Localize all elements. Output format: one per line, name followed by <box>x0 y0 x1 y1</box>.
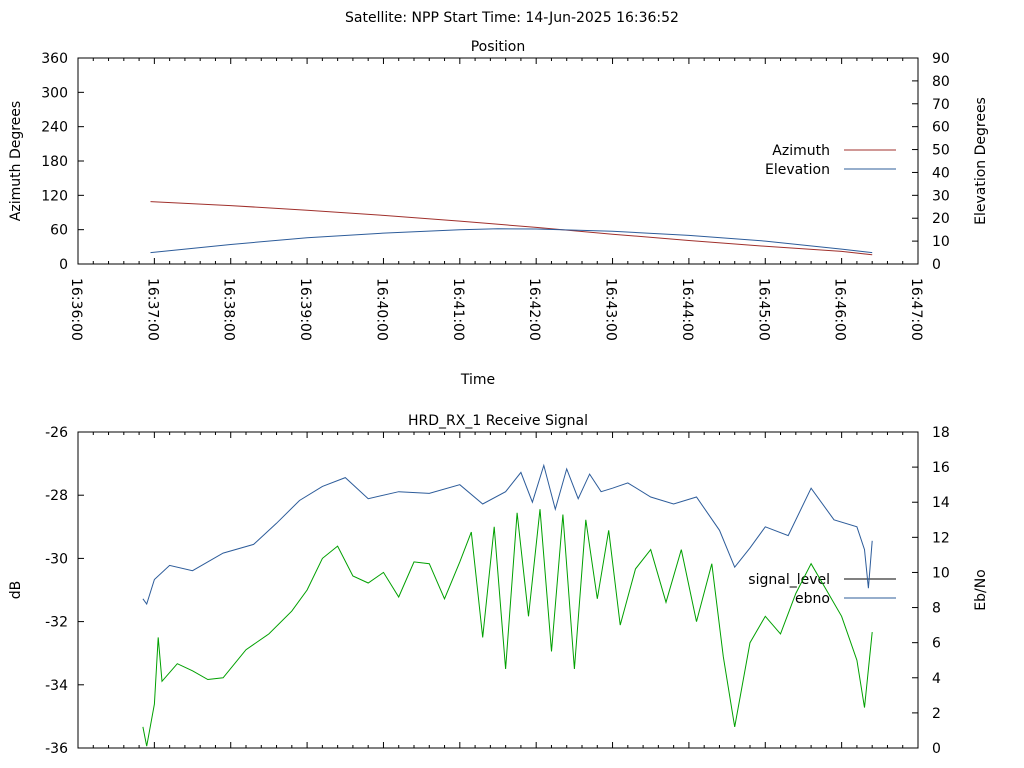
y-axis-label: dB <box>8 581 24 600</box>
y-tick-label: 360 <box>41 51 68 67</box>
position-chart: Position 0 60 120 180 240 300 360 0 10 20 30 40 50 60 7… <box>8 39 989 388</box>
series-line-unnamed-2 <box>142 509 873 747</box>
x-tick-label: 16:47:00 <box>908 278 924 341</box>
y2-tick-label: 8 <box>932 601 941 617</box>
y2-tick-label: 16 <box>932 460 950 476</box>
y2-tick-label: 0 <box>932 257 941 273</box>
legend-label: Azimuth <box>772 143 830 159</box>
x-tick-label: 16:41:00 <box>450 278 466 341</box>
receive-signal-chart: HRD_RX_1 Receive Signal -36 -34 -32 -30 -28 -2… <box>8 413 989 757</box>
legend-label: ebno <box>795 591 830 607</box>
legend-label: signal_level <box>748 572 830 588</box>
x-tick-label: 16:46:00 <box>832 278 848 341</box>
y-tick-label: -32 <box>45 615 68 631</box>
y-axis-label: Azimuth Degrees <box>8 101 24 221</box>
series-line-azimuth <box>150 201 873 256</box>
y2-tick-label: 18 <box>932 425 950 441</box>
y2-tick-label: 6 <box>932 636 941 652</box>
y-tick-label: -26 <box>45 425 68 441</box>
x-tick-label: 16:38:00 <box>221 278 237 341</box>
y2-tick-label: 80 <box>932 74 950 90</box>
chart-title: HRD_RX_1 Receive Signal <box>408 413 588 429</box>
y2-tick-label: 0 <box>932 741 941 757</box>
x-tick-label: 16:40:00 <box>373 278 389 341</box>
x-tick-label: 16:37:00 <box>144 278 160 341</box>
y-tick-label: -36 <box>45 741 68 757</box>
y2-tick-label: 50 <box>932 143 950 159</box>
y2-axis-label: Elevation Degrees <box>973 97 989 225</box>
x-tick-label: 16:44:00 <box>679 278 695 341</box>
y2-tick-label: 10 <box>932 234 950 250</box>
series-line-ebno <box>142 463 873 606</box>
y-tick-label: -28 <box>45 488 68 504</box>
y2-tick-label: 70 <box>932 97 950 113</box>
y-tick-label: -34 <box>45 678 68 694</box>
plot-frame <box>77 431 919 749</box>
y2-tick-label: 2 <box>932 706 941 722</box>
y2-tick-label: 20 <box>932 211 950 227</box>
y-tick-label: 300 <box>41 85 68 101</box>
y-tick-label: 120 <box>41 188 68 204</box>
x-tick-label: 16:42:00 <box>526 278 542 341</box>
header-title: Satellite: NPP Start Time: 14-Jun-2025 1… <box>345 10 679 26</box>
x-tick-label: 16:43:00 <box>603 278 619 341</box>
y2-tick-label: 14 <box>932 495 950 511</box>
x-axis-label: Time <box>460 372 495 388</box>
y2-tick-label: 40 <box>932 165 950 181</box>
series-line-elevation <box>150 228 873 254</box>
y-tick-label: 240 <box>41 120 68 136</box>
legend-label: Elevation <box>765 162 830 178</box>
x-tick-label: 16:39:00 <box>297 278 313 341</box>
x-tick-label: 16:36:00 <box>68 278 84 341</box>
y2-tick-label: 30 <box>932 188 950 204</box>
y-tick-label: 60 <box>50 223 68 239</box>
y2-axis-label: Eb/No <box>973 569 989 611</box>
y2-tick-label: 10 <box>932 565 950 581</box>
y-tick-label: 180 <box>41 154 68 170</box>
plot-frame <box>77 57 919 265</box>
y2-tick-label: 12 <box>932 530 950 546</box>
y2-tick-label: 90 <box>932 51 950 67</box>
x-tick-label: 16:45:00 <box>755 278 771 341</box>
y2-tick-label: 4 <box>932 671 941 687</box>
chart-title: Position <box>471 39 526 55</box>
y2-tick-label: 60 <box>932 120 950 136</box>
y-tick-label: -30 <box>45 551 68 567</box>
y-tick-label: 0 <box>59 257 68 273</box>
